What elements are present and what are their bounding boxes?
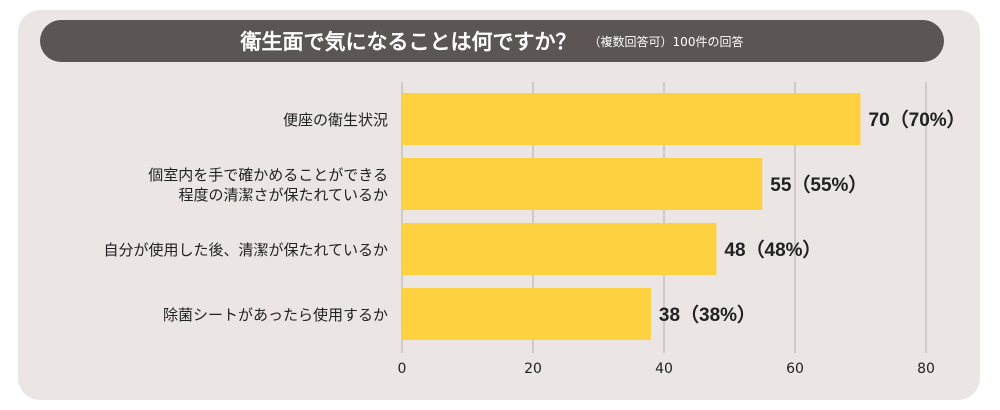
x-tick-label-0: 0 — [398, 361, 407, 377]
value-label-1: 55（55%） — [770, 173, 867, 196]
x-tick-label-2: 40 — [655, 361, 673, 377]
bar-0 — [402, 93, 861, 145]
bar-3 — [402, 288, 651, 340]
x-tick-label-1: 20 — [524, 361, 542, 377]
bar-2 — [402, 223, 717, 275]
category-label-1-0: 個室内を手で確かめることができる — [148, 166, 388, 184]
value-label-0: 70（70%） — [869, 108, 966, 131]
x-tick-label-3: 60 — [786, 361, 804, 377]
bar-1 — [402, 158, 763, 210]
category-label-0-0: 便座の衛生状況 — [283, 111, 388, 129]
category-label-1-1: 程度の清潔さが保たれているか — [178, 186, 388, 204]
x-tick-label-4: 80 — [917, 361, 935, 377]
chart-title: 衛生面で気になることは何ですか？ — [240, 30, 577, 54]
value-label-2: 48（48%） — [724, 238, 821, 261]
chart-title-bar: 衛生面で気になることは何ですか？ （複数回答可）100件の回答 — [40, 20, 944, 62]
category-label-3-0: 除菌シートがあったら使用するか — [163, 306, 388, 324]
value-label-3: 38（38%） — [659, 303, 756, 326]
chart-subtitle: （複数回答可）100件の回答 — [588, 34, 744, 49]
category-label-2-0: 自分が使用した後、清潔が保たれているか — [103, 241, 388, 259]
